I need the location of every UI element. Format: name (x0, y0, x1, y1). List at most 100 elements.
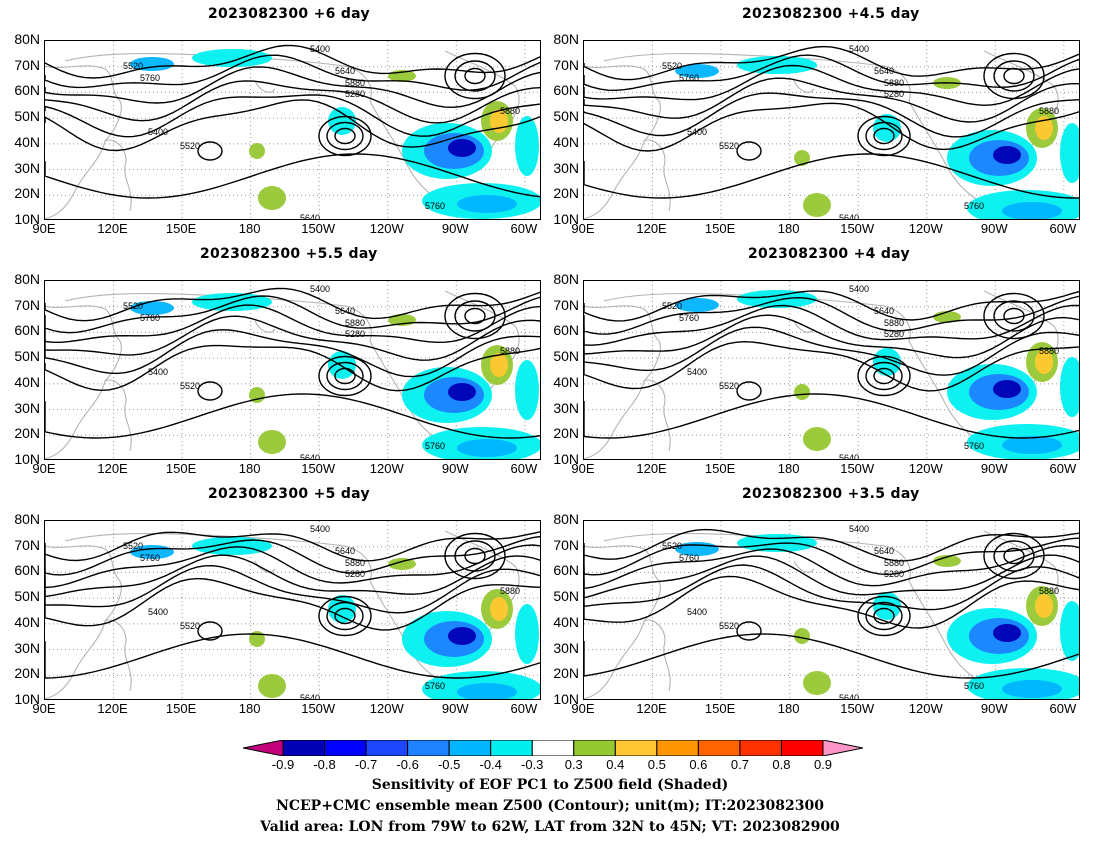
sensitivity-shading (1060, 123, 1079, 183)
contour-label: 5880 (1039, 586, 1059, 596)
contour-label: 5520 (719, 381, 739, 391)
coastline (584, 65, 661, 219)
contour-line (45, 99, 540, 152)
lon-tick-label: 150E (704, 701, 736, 716)
coastline (45, 305, 122, 459)
contour-label: 5640 (335, 546, 355, 556)
contour-line (45, 80, 540, 124)
lat-tick-label: 70N (553, 296, 579, 313)
colorbar-tick-label: 0.9 (813, 757, 833, 772)
sensitivity-shading (1060, 601, 1079, 661)
closed-contour (736, 141, 762, 161)
lat-tick-label: 40N (14, 613, 40, 630)
contour-label: 5520 (180, 141, 200, 151)
lon-tick-label: 120E (636, 221, 667, 236)
closed-contour (865, 361, 903, 391)
contour-label: 5400 (849, 284, 869, 294)
lat-tick-label: 30N (14, 639, 40, 656)
lat-tick-label: 60N (553, 562, 579, 579)
contour-label: 5280 (345, 569, 365, 579)
sensitivity-shading (737, 56, 817, 74)
lat-tick-label: 40N (14, 373, 40, 390)
lon-tick-label: 60W (510, 461, 538, 476)
lon-tick-label: 180 (238, 701, 261, 716)
lon-tick-label: 120W (369, 221, 404, 236)
contour-line (45, 344, 540, 392)
lon-tick-label: 150W (301, 221, 336, 236)
closed-contour (454, 60, 496, 92)
closed-contour (464, 67, 486, 85)
contour-label: 5640 (300, 453, 320, 460)
sensitivity-shading (1002, 202, 1062, 219)
contour-label: 5640 (300, 213, 320, 220)
coastline (793, 560, 815, 573)
closed-contour (444, 532, 506, 580)
closed-contour (464, 547, 486, 565)
sensitivity-shading (192, 537, 272, 555)
closed-contour (197, 621, 223, 641)
lon-tick-label: 120W (908, 701, 943, 716)
contour-line (45, 393, 540, 439)
lon-tick-label: 180 (777, 461, 800, 476)
contour-line (584, 340, 1079, 392)
closed-contour (197, 141, 223, 161)
contour-label: 5520 (123, 301, 143, 311)
closed-contour (865, 601, 903, 631)
lon-tick-label: 90E (571, 701, 595, 716)
contour-line (584, 314, 1079, 359)
lon-tick-label: 60W (510, 701, 538, 716)
lat-tick-label: 80N (553, 31, 579, 47)
lon-tick-label: 90E (32, 221, 56, 236)
lat-tick-label: 60N (14, 82, 40, 99)
contour-line (584, 295, 1079, 335)
closed-contour (334, 367, 356, 385)
lat-tick-label: 60N (14, 322, 40, 339)
sensitivity-shading (1002, 436, 1062, 454)
sensitivity-shading (515, 116, 539, 176)
closed-contour (1003, 547, 1025, 565)
sensitivity-shading (873, 114, 901, 142)
contour-line (45, 633, 540, 679)
contour-label: 5400 (148, 607, 168, 617)
contour-label: 5400 (310, 524, 330, 534)
sensitivity-shading (490, 353, 508, 377)
contour-label: 5520 (719, 141, 739, 151)
contour-line (584, 544, 1079, 590)
lon-tick-label: 60W (1049, 461, 1077, 476)
contour-label: 5880 (500, 106, 520, 116)
coastline (444, 530, 520, 647)
lat-tick-label: 50N (14, 348, 40, 365)
contour-label: 5760 (964, 201, 984, 211)
sensitivity-shading (794, 150, 810, 166)
closed-contour (983, 532, 1045, 580)
contour-label: 5760 (679, 313, 699, 323)
coastline (104, 379, 132, 452)
coastline (45, 65, 122, 219)
sensitivity-shading (448, 383, 476, 401)
lat-tick-label: 20N (553, 425, 579, 442)
lon-tick-label: 180 (777, 221, 800, 236)
footer-line-2: NCEP+CMC ensemble mean Z500 (Contour); u… (276, 798, 824, 814)
sensitivity-shading (1035, 594, 1053, 618)
contour-line (584, 153, 1079, 199)
contour-label: 5640 (300, 693, 320, 700)
lat-tick-label: 50N (553, 588, 579, 605)
panel-title: 2023082300 +4.5 day (742, 6, 920, 22)
lon-tick-label: 150W (840, 221, 875, 236)
colorbar-arrow-right (822, 740, 863, 756)
sensitivity-shading (515, 604, 539, 664)
lon-tick-label: 90E (32, 701, 56, 716)
colorbar-tick-label: -0.9 (271, 757, 295, 772)
contour-line (45, 304, 540, 344)
contour-label: 5400 (310, 284, 330, 294)
colorbar-cell (614, 740, 658, 756)
colorbar-tick-label: -0.7 (354, 757, 378, 772)
sensitivity-shading (457, 439, 517, 457)
lon-tick-label: 120E (636, 461, 667, 476)
sensitivity-shading (794, 384, 810, 400)
colorbar-cell (448, 740, 492, 756)
coastline (45, 545, 122, 699)
map-plot: 5400 5520 5640 5760 5880 5280 5400 5520 5640 5760… (583, 280, 1080, 460)
colorbar-tick-label: 0.3 (564, 757, 583, 772)
coastline (104, 619, 132, 692)
